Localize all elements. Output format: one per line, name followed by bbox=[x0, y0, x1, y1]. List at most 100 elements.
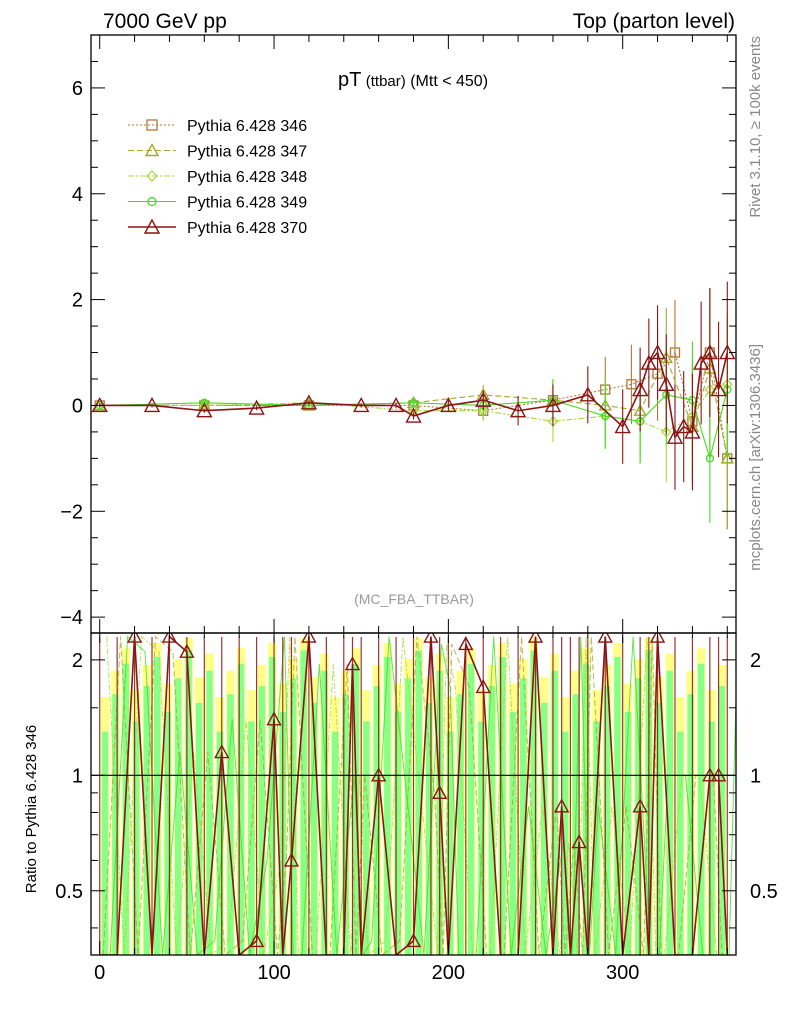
side-label-top: Rivet 3.1.10, ≥ 100k events bbox=[747, 36, 764, 218]
data-point bbox=[196, 402, 213, 418]
data-point bbox=[300, 394, 318, 410]
data-point bbox=[477, 405, 489, 417]
band-inner bbox=[237, 663, 245, 955]
main-plot-panel: pT (ttbar) (Mtt < 450) (MC_FBA_TTBAR) −4… bbox=[60, 34, 737, 634]
band-inner bbox=[467, 663, 475, 955]
band-inner bbox=[530, 650, 538, 955]
data-point bbox=[692, 354, 710, 370]
ratio-data-point bbox=[301, 633, 317, 643]
band-inner bbox=[185, 650, 192, 955]
series-line-2 bbox=[99, 383, 728, 433]
band-inner bbox=[174, 678, 182, 955]
ratio-data-point bbox=[266, 711, 282, 726]
ratio-series-group bbox=[91, 633, 736, 955]
ratio-y-tick-label: 1 bbox=[72, 765, 83, 787]
band-inner bbox=[195, 702, 203, 955]
header-left-label: 7000 GeV pp bbox=[103, 10, 227, 33]
x-tick-label: 100 bbox=[257, 962, 290, 984]
ratio-data-point bbox=[571, 834, 587, 849]
band-inner bbox=[227, 694, 234, 955]
band-inner bbox=[342, 694, 349, 955]
band-inner bbox=[394, 711, 402, 955]
data-point bbox=[409, 398, 418, 407]
legend-label: Pythia 6.428 370 bbox=[187, 220, 307, 237]
ratio-data-point bbox=[161, 633, 178, 643]
ratio-data-point bbox=[597, 633, 613, 643]
data-point bbox=[626, 379, 637, 390]
band-inner bbox=[499, 656, 506, 955]
y-tick-label: 6 bbox=[72, 78, 83, 100]
ratio-series-line bbox=[106, 635, 735, 955]
band-inner bbox=[143, 686, 151, 955]
ratio-data-point bbox=[475, 678, 491, 694]
ratio-data-point bbox=[431, 784, 448, 800]
ratio-data-point bbox=[344, 656, 361, 671]
data-point bbox=[248, 399, 265, 415]
data-point bbox=[666, 428, 684, 444]
ratio-y-tick-label-right: 1 bbox=[750, 765, 761, 787]
legend-marker bbox=[146, 119, 158, 131]
band-inner bbox=[112, 694, 119, 955]
ratio-axes-group: 0.5 0.5 1 1 2 2 0 100 200 300 bbox=[55, 632, 778, 984]
band-inner bbox=[509, 711, 517, 955]
ratio-y-tick-label: 0.5 bbox=[55, 881, 83, 903]
y-tick-label: −4 bbox=[60, 607, 83, 629]
legend-label: Pythia 6.428 348 bbox=[187, 169, 307, 186]
y-tick-label: −2 bbox=[60, 501, 83, 523]
x-tick-label: 300 bbox=[606, 962, 639, 984]
ratio-plot-panel: 0.5 0.5 1 1 2 2 0 100 200 300 bbox=[55, 632, 778, 984]
ratio-data-point bbox=[554, 798, 570, 813]
watermark: (MC_FBA_TTBAR) bbox=[354, 591, 474, 607]
band-inner bbox=[457, 694, 464, 955]
band-inner bbox=[656, 702, 663, 955]
band-inner bbox=[289, 678, 297, 955]
band-inner bbox=[164, 711, 171, 955]
band-inner bbox=[425, 702, 433, 955]
data-point bbox=[669, 347, 681, 358]
data-point bbox=[710, 381, 727, 397]
y-tick-label: 4 bbox=[72, 184, 83, 206]
data-point bbox=[649, 344, 666, 360]
legend-label: Pythia 6.428 349 bbox=[187, 195, 307, 212]
data-point bbox=[143, 396, 161, 413]
x-tick-label: 200 bbox=[432, 962, 465, 984]
band-inner bbox=[384, 656, 391, 955]
band-inner bbox=[310, 702, 318, 955]
legend-marker bbox=[147, 196, 157, 207]
data-point bbox=[601, 411, 610, 421]
ratio-data-point bbox=[423, 633, 439, 643]
band-inner bbox=[666, 670, 673, 955]
band-inner bbox=[718, 686, 726, 955]
band-inner bbox=[582, 663, 590, 955]
ratio-y-axis-label: Ratio to Pythia 6.428 346 bbox=[23, 725, 40, 893]
ratio-data-point bbox=[126, 633, 143, 643]
band-inner bbox=[561, 731, 569, 955]
band-inner bbox=[520, 678, 527, 955]
band-inner bbox=[415, 650, 422, 955]
ratio-data-point bbox=[283, 852, 300, 867]
y-tick-label: 2 bbox=[72, 290, 83, 312]
band-inner bbox=[321, 670, 328, 955]
data-point bbox=[200, 398, 209, 407]
band-inner bbox=[478, 721, 485, 955]
band-inner bbox=[697, 663, 705, 955]
band-inner bbox=[216, 731, 224, 955]
data-point bbox=[579, 386, 596, 402]
legend-marker bbox=[146, 170, 158, 182]
plot-title-main: pT bbox=[338, 69, 361, 91]
band-inner bbox=[624, 711, 632, 955]
band-inner bbox=[708, 721, 715, 955]
side-label-bottom: mcplots.cern.ch [arXiv:1306.3436] bbox=[747, 344, 764, 571]
band-inner bbox=[541, 702, 548, 955]
data-point bbox=[675, 418, 692, 434]
ratio-data-point bbox=[214, 744, 230, 759]
data-point bbox=[440, 396, 457, 413]
band-inner bbox=[269, 656, 276, 955]
legend-marker bbox=[144, 143, 160, 157]
data-point bbox=[353, 396, 370, 413]
top-series-group bbox=[91, 281, 736, 530]
band-inner bbox=[258, 686, 266, 955]
plot-title-cut: (Mtt < 450) bbox=[410, 73, 488, 90]
data-point bbox=[614, 418, 631, 434]
